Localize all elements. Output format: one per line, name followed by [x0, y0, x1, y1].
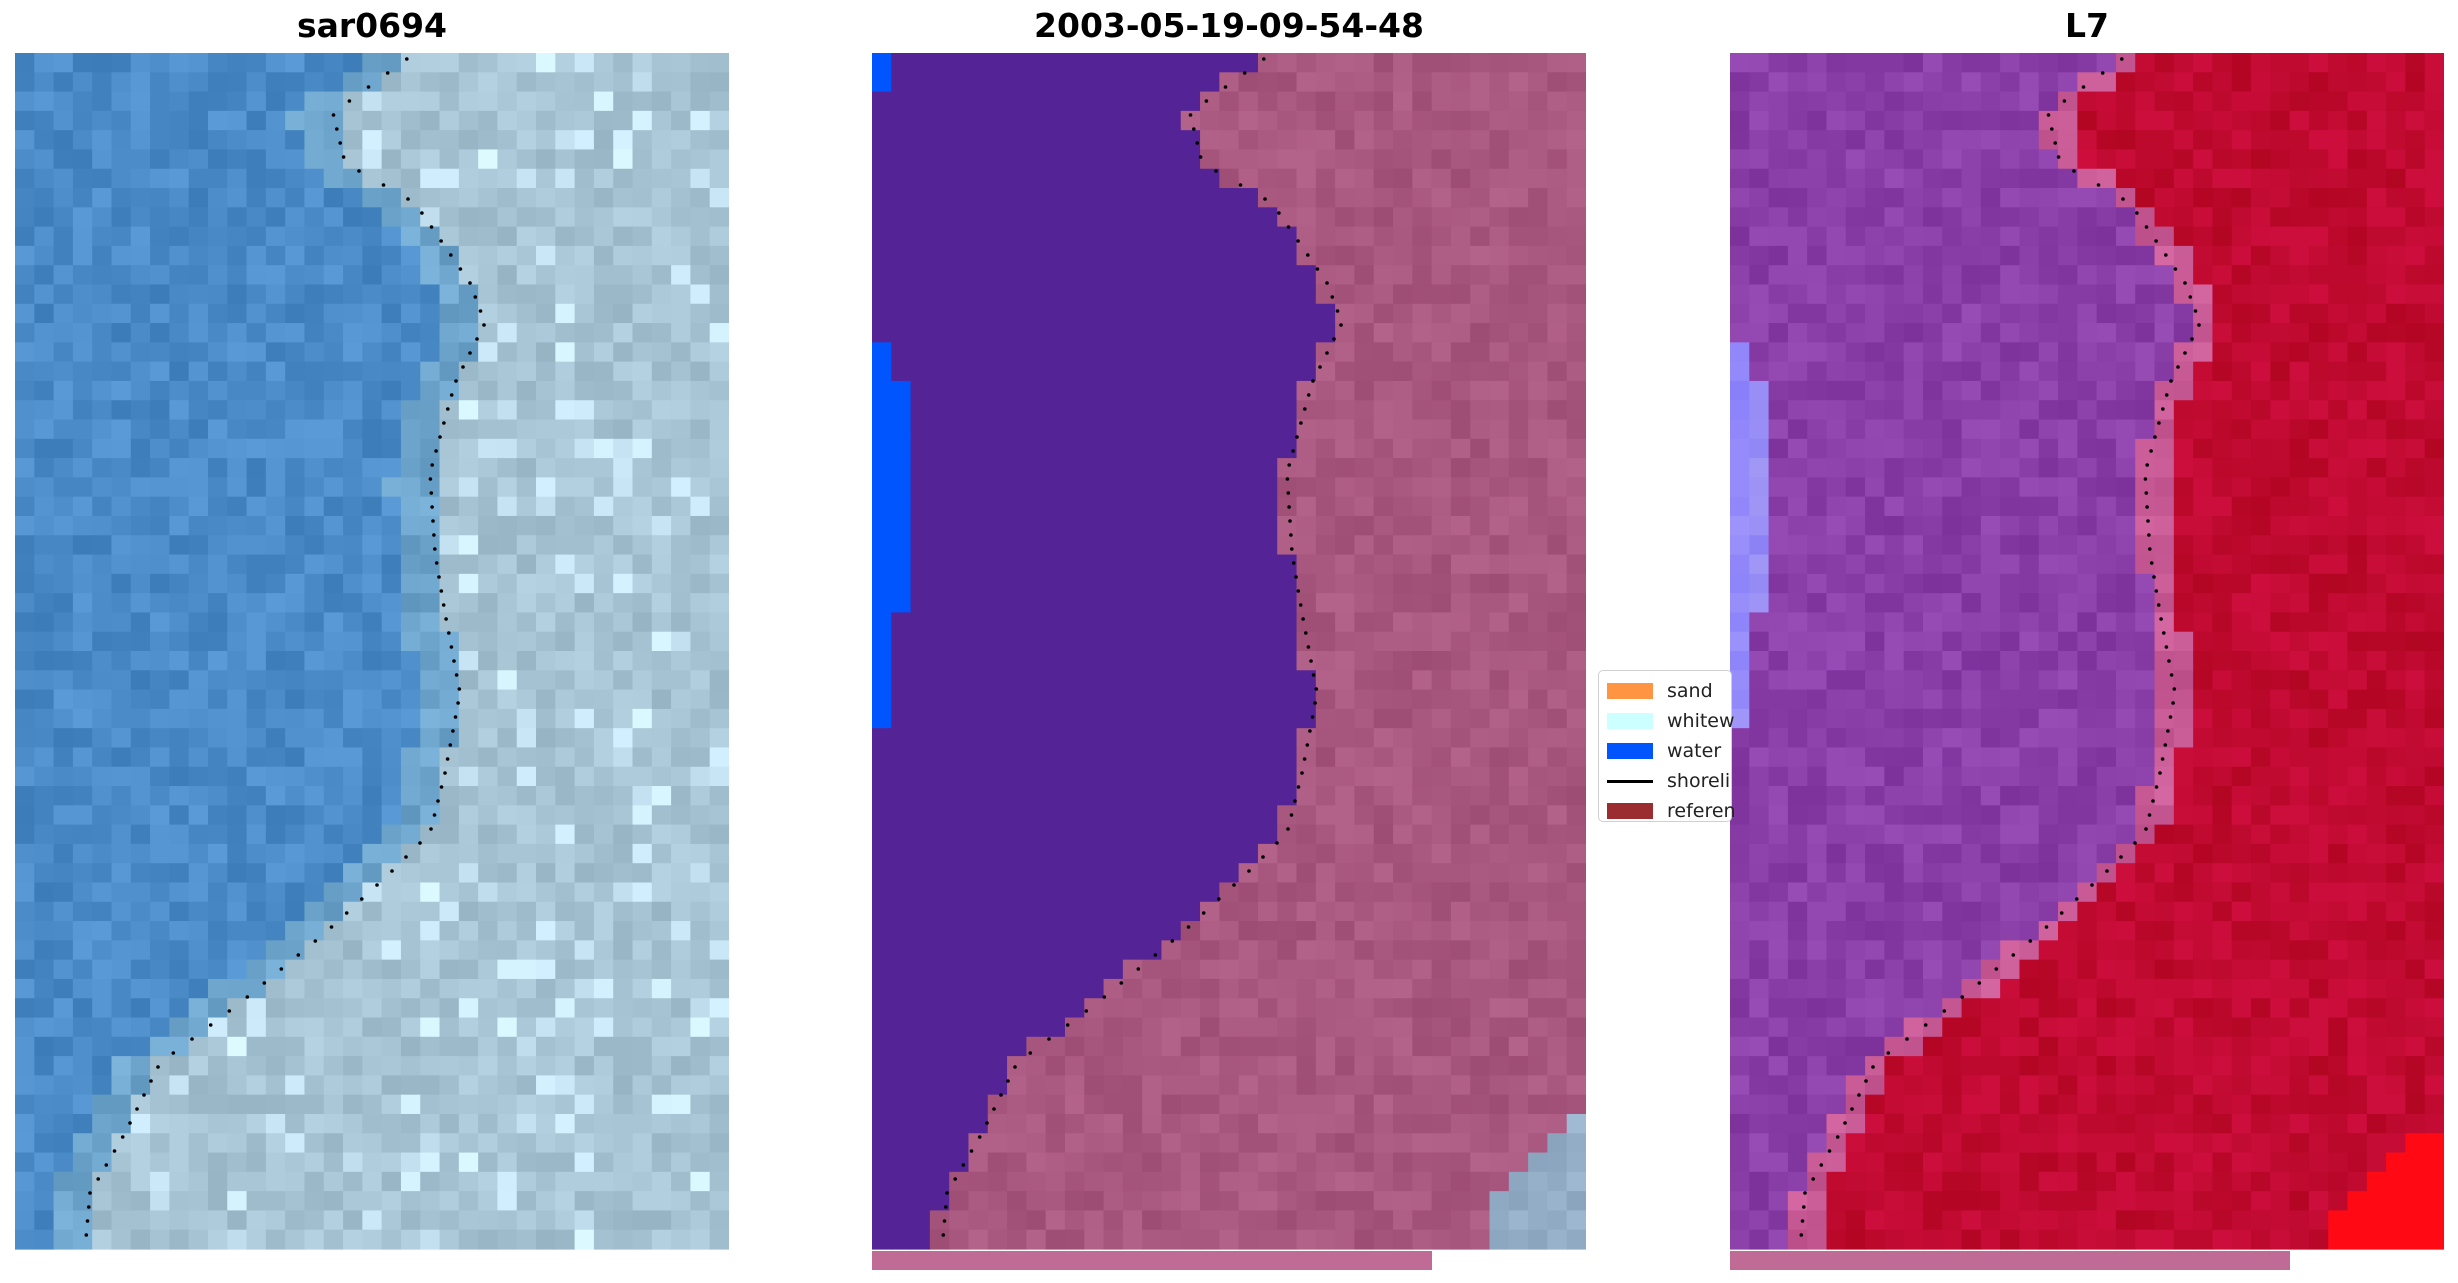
legend-swatch-water	[1607, 743, 1653, 759]
legend-label: sand	[1667, 680, 1713, 702]
reference-bar	[872, 1251, 1432, 1270]
legend: sand whitew water shoreli referen	[1598, 670, 1736, 822]
legend-item-whitewater: whitew	[1607, 709, 1735, 733]
rgb-image-panel	[15, 53, 729, 1270]
rgb-pixels	[15, 53, 729, 1250]
legend-item-sand: sand	[1607, 679, 1713, 703]
legend-item-shoreline: shoreli	[1607, 769, 1730, 793]
legend-label: water	[1667, 740, 1722, 762]
rgb-image	[15, 53, 729, 1250]
panel-title-index: L7	[2065, 6, 2109, 45]
index-pixels	[1730, 53, 2444, 1250]
shoreline-dots	[1799, 57, 2201, 1237]
classified-pixels	[872, 53, 1586, 1250]
legend-item-reference: referen	[1607, 799, 1736, 823]
legend-label: shoreli	[1667, 770, 1731, 792]
index-image	[1730, 53, 2444, 1270]
legend-swatch-sand	[1607, 683, 1653, 699]
classified-image-panel	[872, 53, 1586, 1270]
legend-item-water: water	[1607, 739, 1721, 763]
legend-swatch-whitewater	[1607, 713, 1653, 729]
shoreline-dots	[84, 57, 486, 1237]
index-image-panel	[1730, 53, 2444, 1270]
panel-title-classified: 2003-05-19-09-54-48	[1034, 6, 1424, 45]
reference-bar	[1730, 1251, 2290, 1270]
shoreline-dots	[941, 57, 1343, 1237]
legend-label: referen	[1667, 800, 1736, 822]
classified-image	[872, 53, 1586, 1270]
legend-swatch-reference	[1607, 803, 1653, 819]
legend-label: whitew	[1667, 710, 1735, 732]
legend-line-shoreline	[1607, 779, 1653, 783]
panel-title-rgb: sar0694	[296, 6, 448, 45]
